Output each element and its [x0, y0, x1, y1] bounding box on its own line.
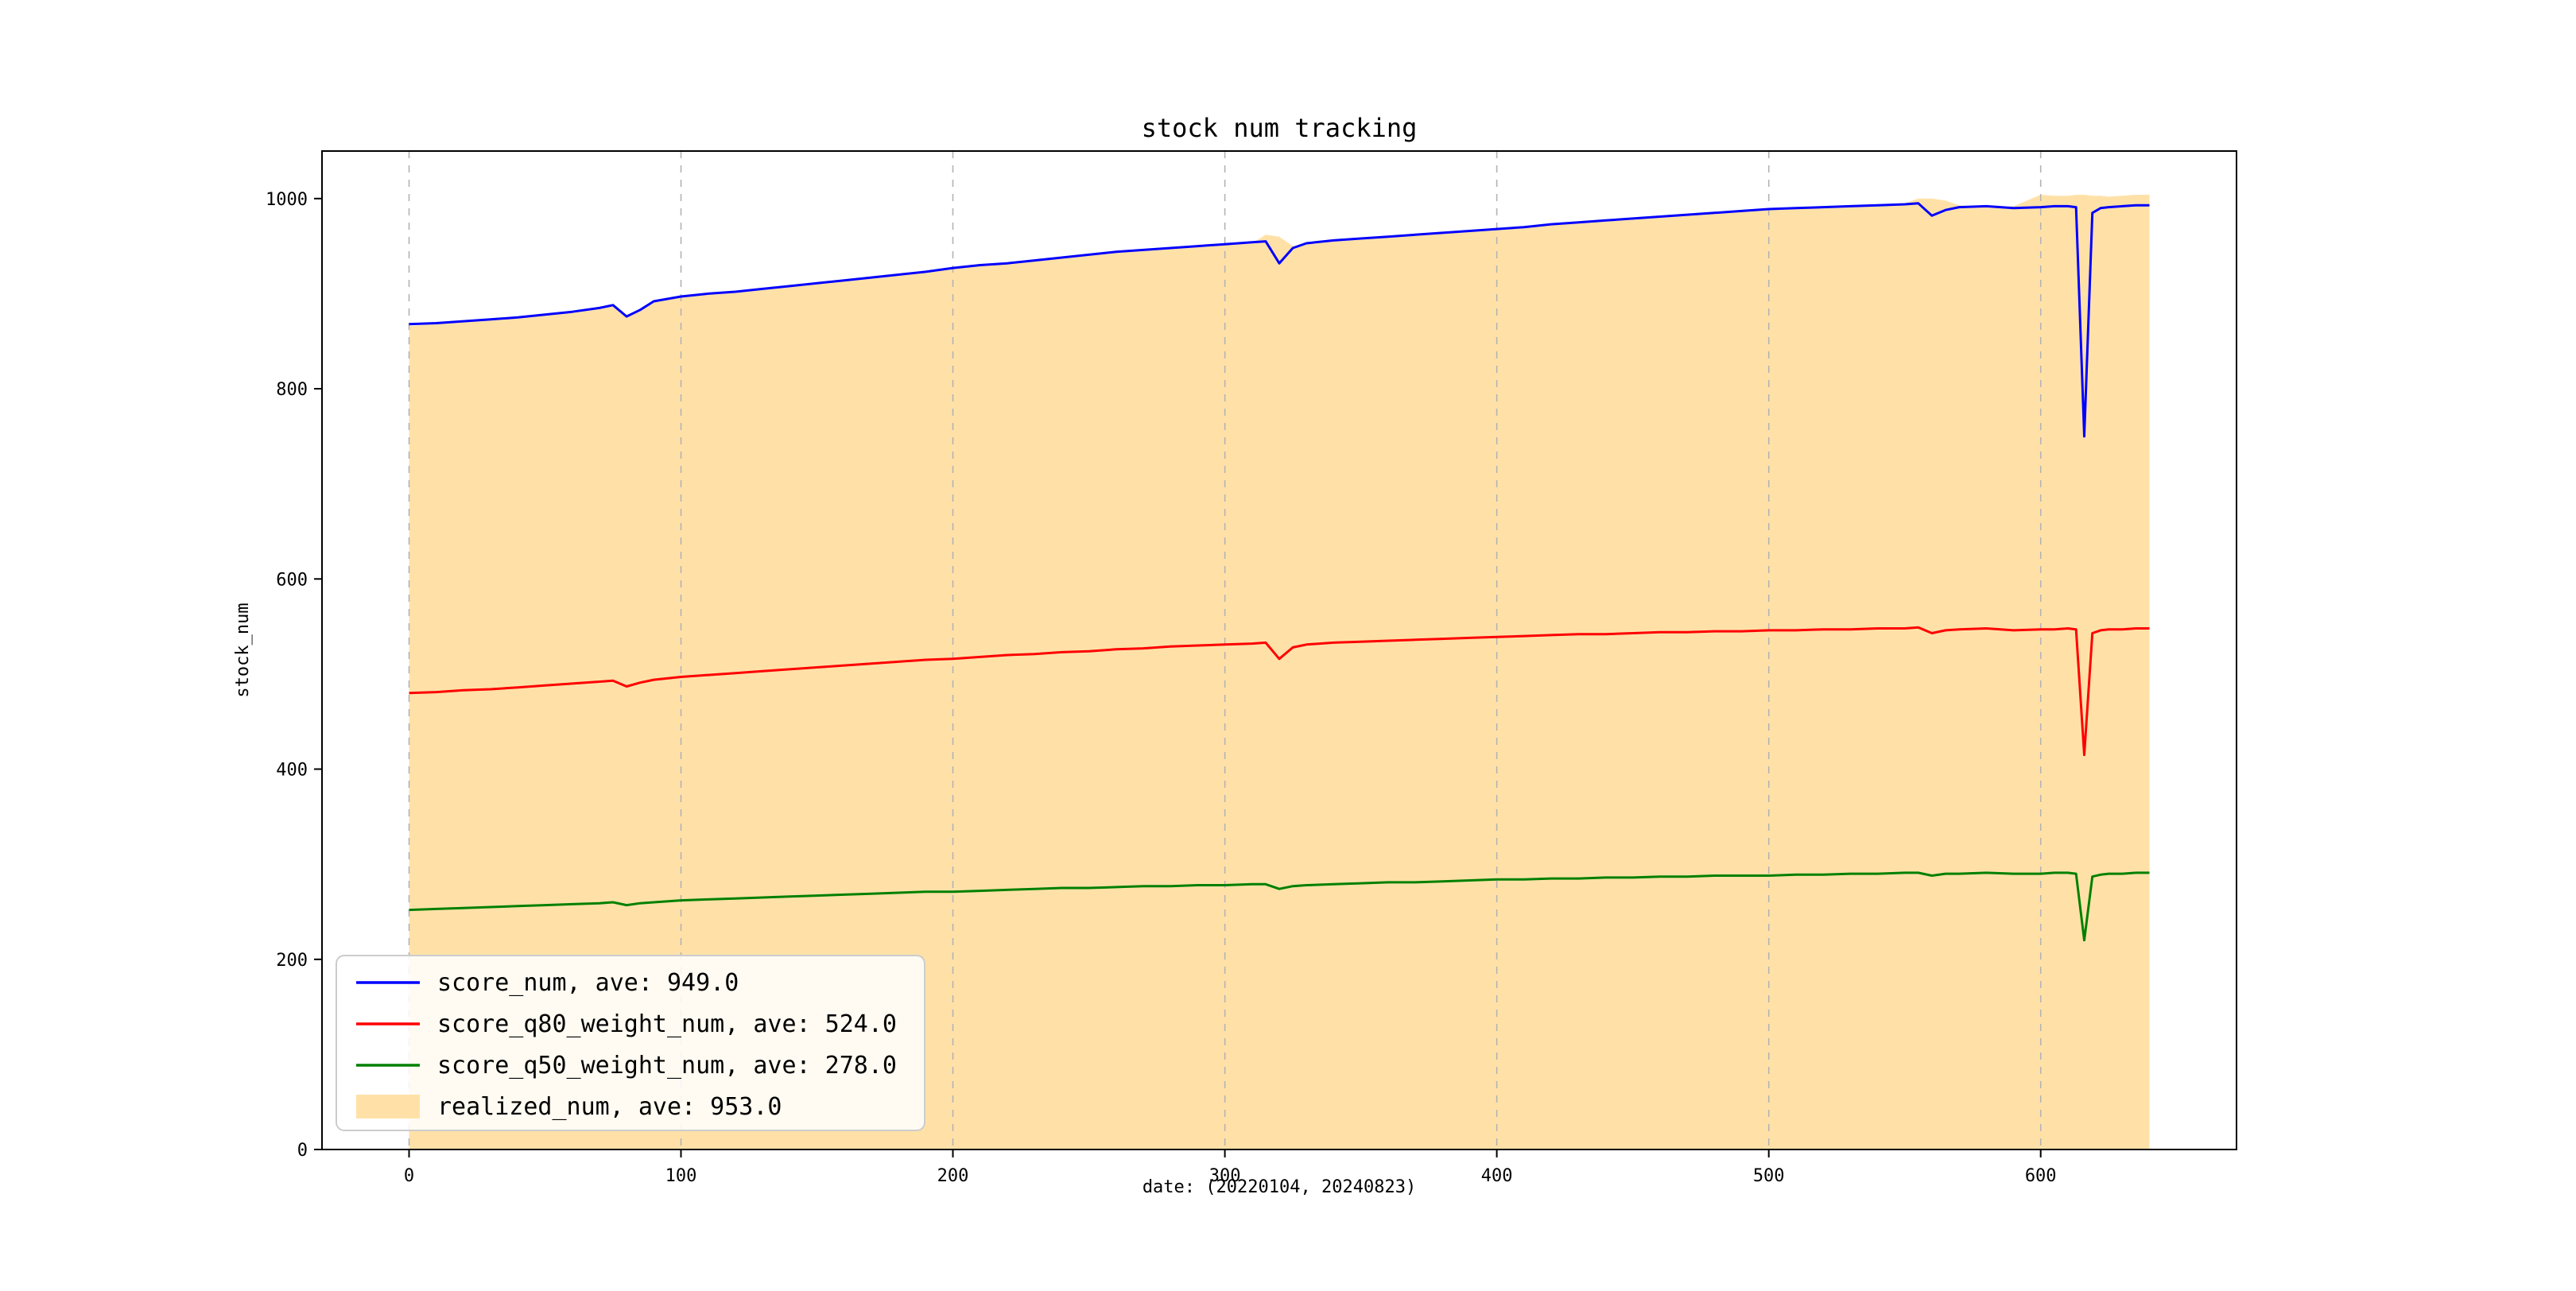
y-tick-label: 800 [276, 380, 308, 400]
legend: score_num, ave: 949.0 score_q80_weight_nu… [336, 955, 925, 1131]
y-tick-label: 1000 [266, 190, 308, 210]
y-axis-label: stock_num [233, 603, 253, 697]
x-tick-label: 500 [1753, 1166, 1785, 1186]
y-tick-label: 200 [276, 951, 308, 971]
legend-label: score_num, ave: 949.0 [437, 969, 739, 997]
x-tick-label: 100 [665, 1166, 697, 1186]
x-axis-label: date: (20220104, 20240823) [1143, 1177, 1416, 1197]
axes-layer: 0 100 200 300 400 500 600 0 200 400 600 800 1000 [266, 150, 2237, 1186]
realized-area [409, 195, 2150, 1149]
y-tick-label: 600 [276, 570, 308, 590]
realized-area-layer [409, 195, 2150, 1149]
x-tick-label: 300 [1209, 1166, 1241, 1186]
series-line-2 [409, 871, 2150, 942]
series-line-1 [409, 626, 2150, 757]
x-tick-label: 200 [937, 1166, 969, 1186]
y-tick-label: 0 [297, 1141, 308, 1161]
chart-title: stock num tracking [1142, 113, 1418, 143]
y-tick-label: 400 [276, 761, 308, 781]
legend-label: score_q50_weight_num, ave: 278.0 [437, 1052, 897, 1080]
x-tick-label: 0 [404, 1166, 414, 1186]
legend-label: score_q80_weight_num, ave: 524.0 [437, 1010, 897, 1038]
series-lines-layer [409, 202, 2150, 942]
plot-border [321, 150, 2237, 1150]
legend-box [336, 955, 925, 1131]
series-line-0 [409, 202, 2150, 438]
legend-patch-sample [356, 1095, 420, 1118]
x-tick-label: 600 [2025, 1166, 2057, 1186]
x-tick-label: 400 [1481, 1166, 1513, 1186]
legend-label: realized_num, ave: 953.0 [437, 1093, 782, 1121]
